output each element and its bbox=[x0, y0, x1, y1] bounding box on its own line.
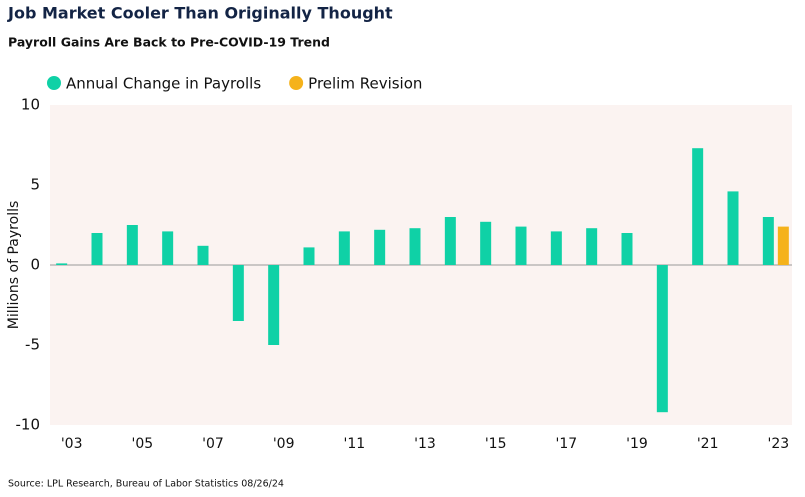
x-tick-label: '15 bbox=[485, 436, 507, 452]
bar bbox=[374, 229, 386, 265]
bar bbox=[268, 265, 280, 345]
bar bbox=[515, 226, 527, 265]
bar bbox=[656, 265, 668, 413]
bar bbox=[162, 231, 174, 265]
x-tick-label: '11 bbox=[343, 436, 365, 452]
x-tick-label: '05 bbox=[131, 436, 153, 452]
y-tick-label: 0 bbox=[30, 256, 40, 274]
chart-title: Job Market Cooler Than Originally Though… bbox=[7, 4, 393, 23]
bar bbox=[444, 217, 456, 265]
y-tick-label: -10 bbox=[16, 416, 41, 434]
x-tick-label: '23 bbox=[767, 436, 789, 452]
bar bbox=[126, 225, 138, 265]
y-tick-label: -5 bbox=[25, 336, 40, 354]
bar bbox=[586, 228, 598, 265]
bar bbox=[762, 217, 774, 265]
bar bbox=[91, 233, 103, 265]
y-axis-label: Millions of Payrolls bbox=[6, 201, 22, 330]
y-tick-label: 5 bbox=[30, 176, 40, 194]
x-tick-label: '07 bbox=[202, 436, 224, 452]
legend-swatch bbox=[47, 76, 61, 90]
x-tick-label: '13 bbox=[414, 436, 436, 452]
bar bbox=[777, 226, 789, 265]
x-tick-label: '09 bbox=[273, 436, 295, 452]
bar bbox=[480, 221, 492, 265]
bar bbox=[232, 265, 244, 321]
bar bbox=[303, 247, 315, 265]
x-tick-label: '19 bbox=[626, 436, 648, 452]
bar bbox=[727, 191, 739, 265]
bar bbox=[621, 233, 633, 265]
x-tick-label: '21 bbox=[697, 436, 719, 452]
bar bbox=[56, 263, 68, 265]
legend-label: Prelim Revision bbox=[308, 75, 422, 93]
bar bbox=[409, 228, 421, 265]
chart-subtitle: Payroll Gains Are Back to Pre-COVID-19 T… bbox=[8, 35, 330, 50]
y-tick-label: 10 bbox=[21, 96, 40, 114]
x-tick-label: '03 bbox=[61, 436, 83, 452]
legend-swatch bbox=[289, 76, 304, 90]
legend-label: Annual Change in Payrolls bbox=[66, 75, 261, 93]
bar bbox=[338, 231, 350, 265]
bar bbox=[197, 245, 209, 265]
source-note: Source: LPL Research, Bureau of Labor St… bbox=[8, 479, 284, 490]
x-tick-label: '17 bbox=[555, 436, 577, 452]
bar bbox=[550, 231, 562, 265]
bar bbox=[692, 148, 704, 265]
